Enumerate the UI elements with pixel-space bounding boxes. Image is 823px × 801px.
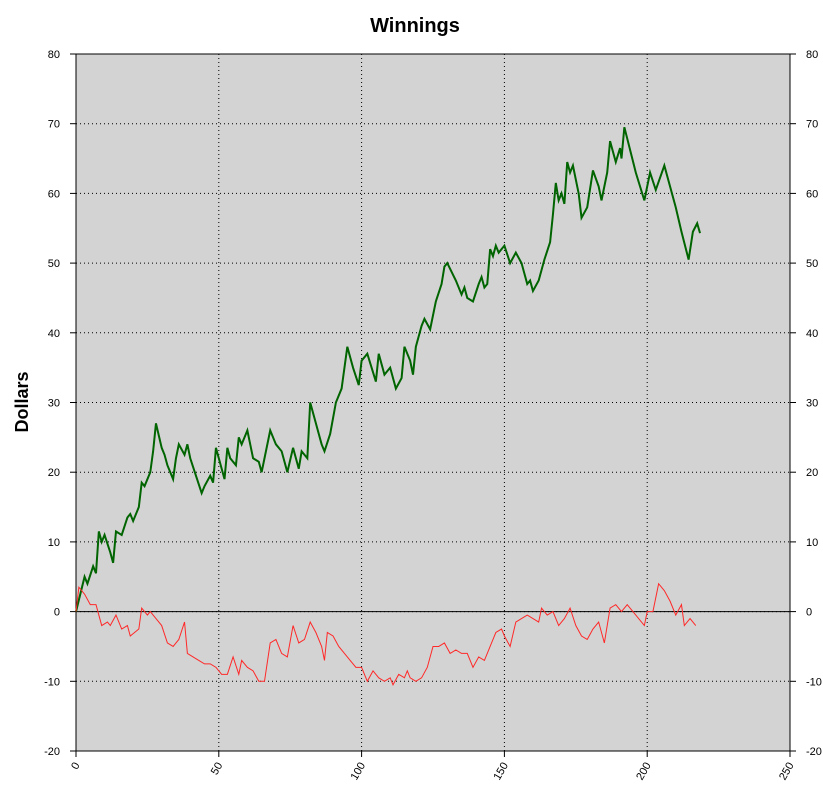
x-tick-label: 200: [634, 761, 654, 783]
y-tick-label: 40: [48, 328, 60, 340]
x-tick-label: 0: [69, 761, 82, 772]
x-tick-label: 250: [777, 761, 797, 783]
y-tick-label: 20: [48, 467, 60, 479]
x-tick-label: 50: [209, 761, 226, 778]
y-tick-label: -10: [44, 676, 60, 688]
y-tick-label: -20: [44, 746, 60, 758]
x-tick-label: 150: [491, 761, 511, 783]
y2-tick-label: 80: [806, 49, 818, 61]
y-tick-label: 80: [48, 49, 60, 61]
y2-tick-label: 70: [806, 119, 818, 131]
y2-tick-label: 0: [806, 607, 812, 619]
y2-tick-label: -10: [806, 676, 822, 688]
y-tick-label: 30: [48, 398, 60, 410]
y-tick-label: 70: [48, 119, 60, 131]
y2-tick-label: 50: [806, 258, 818, 270]
y-tick-label: 10: [48, 537, 60, 549]
y2-tick-label: 10: [806, 537, 818, 549]
y-tick-label: 50: [48, 258, 60, 270]
x-tick-label: 100: [349, 761, 369, 783]
y-axis-label: Dollars: [12, 371, 32, 432]
chart-title: Winnings: [370, 15, 460, 37]
line-series: [75, 126, 701, 612]
line-series: [75, 582, 697, 686]
y2-tick-label: 40: [806, 328, 818, 340]
y2-tick-label: 60: [806, 188, 818, 200]
y-tick-label: 60: [48, 188, 60, 200]
y2-tick-label: 30: [806, 398, 818, 410]
y-tick-label: 0: [54, 607, 60, 619]
y2-tick-label: 20: [806, 467, 818, 479]
y2-tick-label: -20: [806, 746, 822, 758]
